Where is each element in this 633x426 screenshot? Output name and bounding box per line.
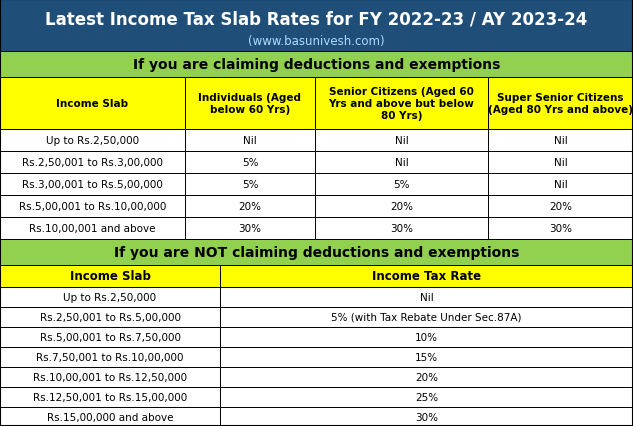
Bar xyxy=(0,287,220,307)
Text: Senior Citizens (Aged 60
Yrs and above but below
80 Yrs): Senior Citizens (Aged 60 Yrs and above b… xyxy=(329,86,475,121)
Text: 20%: 20% xyxy=(239,201,261,211)
Bar xyxy=(0,196,185,218)
Text: Rs.7,50,001 to Rs.10,00,000: Rs.7,50,001 to Rs.10,00,000 xyxy=(36,352,184,362)
Text: 15%: 15% xyxy=(415,352,438,362)
Text: Nil: Nil xyxy=(394,136,408,146)
Text: Super Senior Citizens
(Aged 80 Yrs and above): Super Senior Citizens (Aged 80 Yrs and a… xyxy=(488,92,633,115)
Bar xyxy=(488,218,633,239)
Bar xyxy=(220,265,633,287)
Bar xyxy=(488,196,633,218)
Text: 5%: 5% xyxy=(393,180,410,190)
Text: Nil: Nil xyxy=(420,292,434,302)
Bar xyxy=(488,78,633,130)
Text: 5%: 5% xyxy=(242,158,258,167)
Bar xyxy=(185,173,315,196)
Text: Nil: Nil xyxy=(394,158,408,167)
Bar xyxy=(185,78,315,130)
Bar xyxy=(0,78,185,130)
Text: Up to Rs.2,50,000: Up to Rs.2,50,000 xyxy=(63,292,156,302)
Text: Income Tax Rate: Income Tax Rate xyxy=(372,270,481,283)
Bar xyxy=(220,307,633,327)
Bar xyxy=(0,407,220,426)
Bar xyxy=(0,218,185,239)
Bar xyxy=(315,196,488,218)
Bar xyxy=(185,218,315,239)
Bar xyxy=(0,52,633,78)
Text: Rs.3,00,001 to Rs.5,00,000: Rs.3,00,001 to Rs.5,00,000 xyxy=(22,180,163,190)
Text: Nil: Nil xyxy=(243,136,257,146)
Bar xyxy=(185,152,315,173)
Text: 30%: 30% xyxy=(390,224,413,233)
Text: 5% (with Tax Rebate Under Sec.87A): 5% (with Tax Rebate Under Sec.87A) xyxy=(331,312,522,322)
Text: If you are NOT claiming deductions and exemptions: If you are NOT claiming deductions and e… xyxy=(114,245,519,259)
Text: 20%: 20% xyxy=(549,201,572,211)
Text: Rs.5,00,001 to Rs.10,00,000: Rs.5,00,001 to Rs.10,00,000 xyxy=(19,201,166,211)
Bar xyxy=(185,130,315,152)
Text: Rs.2,50,001 to Rs.5,00,000: Rs.2,50,001 to Rs.5,00,000 xyxy=(39,312,180,322)
Text: 5%: 5% xyxy=(242,180,258,190)
Bar xyxy=(220,387,633,407)
Text: Up to Rs.2,50,000: Up to Rs.2,50,000 xyxy=(46,136,139,146)
Bar xyxy=(220,347,633,367)
Bar xyxy=(315,173,488,196)
Bar xyxy=(0,265,220,287)
Text: Nil: Nil xyxy=(554,136,567,146)
Text: If you are claiming deductions and exemptions: If you are claiming deductions and exemp… xyxy=(133,58,500,72)
Bar xyxy=(0,152,185,173)
Text: Rs.12,50,001 to Rs.15,00,000: Rs.12,50,001 to Rs.15,00,000 xyxy=(33,392,187,402)
Bar xyxy=(0,387,220,407)
Bar xyxy=(185,196,315,218)
Text: Rs.10,00,001 and above: Rs.10,00,001 and above xyxy=(29,224,156,233)
Text: (www.basunivesh.com): (www.basunivesh.com) xyxy=(248,35,385,47)
Text: 30%: 30% xyxy=(239,224,261,233)
Text: 20%: 20% xyxy=(390,201,413,211)
Text: 20%: 20% xyxy=(415,372,438,382)
Text: Individuals (Aged
below 60 Yrs): Individuals (Aged below 60 Yrs) xyxy=(199,92,301,115)
Bar xyxy=(0,367,220,387)
Text: Rs.5,00,001 to Rs.7,50,000: Rs.5,00,001 to Rs.7,50,000 xyxy=(39,332,180,342)
Text: 30%: 30% xyxy=(415,412,438,422)
Bar xyxy=(315,152,488,173)
Bar xyxy=(0,307,220,327)
Bar xyxy=(0,327,220,347)
Bar xyxy=(0,239,633,265)
Bar xyxy=(0,130,185,152)
Bar xyxy=(220,367,633,387)
Text: Rs.10,00,001 to Rs.12,50,000: Rs.10,00,001 to Rs.12,50,000 xyxy=(33,372,187,382)
Bar xyxy=(220,407,633,426)
Text: Nil: Nil xyxy=(554,180,567,190)
Bar xyxy=(220,327,633,347)
Text: Nil: Nil xyxy=(554,158,567,167)
Bar xyxy=(220,287,633,307)
Text: 30%: 30% xyxy=(549,224,572,233)
Bar xyxy=(315,78,488,130)
Bar xyxy=(0,347,220,367)
Bar xyxy=(315,130,488,152)
Bar xyxy=(488,152,633,173)
Text: 25%: 25% xyxy=(415,392,438,402)
Text: Rs.2,50,001 to Rs.3,00,000: Rs.2,50,001 to Rs.3,00,000 xyxy=(22,158,163,167)
Text: Latest Income Tax Slab Rates for FY 2022-23 / AY 2023-24: Latest Income Tax Slab Rates for FY 2022… xyxy=(46,10,587,28)
Bar xyxy=(315,218,488,239)
Text: Income Slab: Income Slab xyxy=(56,99,128,109)
Bar xyxy=(0,173,185,196)
Text: 10%: 10% xyxy=(415,332,438,342)
Bar xyxy=(488,173,633,196)
Bar xyxy=(488,130,633,152)
Text: Income Slab: Income Slab xyxy=(70,270,151,283)
Bar xyxy=(0,0,633,52)
Text: Rs.15,00,000 and above: Rs.15,00,000 and above xyxy=(47,412,173,422)
